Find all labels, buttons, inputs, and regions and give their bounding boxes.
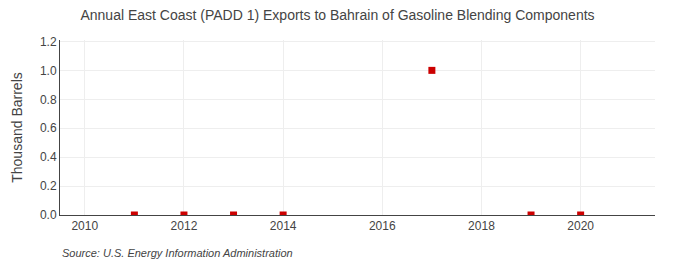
svg-text:1.2: 1.2: [40, 35, 57, 49]
svg-text:Source: U.S. Energy Informatio: Source: U.S. Energy Information Administ…: [62, 247, 293, 259]
svg-text:2020: 2020: [567, 219, 594, 233]
svg-text:0.2: 0.2: [40, 179, 57, 193]
svg-text:0.4: 0.4: [40, 150, 57, 164]
svg-text:2014: 2014: [270, 219, 297, 233]
svg-text:Thousand Barrels: Thousand Barrels: [9, 72, 25, 183]
svg-text:Annual East Coast (PADD 1) Exp: Annual East Coast (PADD 1) Exports to Ba…: [80, 7, 594, 23]
svg-text:0.8: 0.8: [40, 93, 57, 107]
svg-text:0.0: 0.0: [40, 208, 57, 222]
svg-text:2010: 2010: [71, 219, 98, 233]
svg-text:1.0: 1.0: [40, 64, 57, 78]
svg-text:2012: 2012: [171, 219, 198, 233]
svg-text:2016: 2016: [369, 219, 396, 233]
svg-text:2018: 2018: [468, 219, 495, 233]
svg-text:0.6: 0.6: [40, 121, 57, 135]
